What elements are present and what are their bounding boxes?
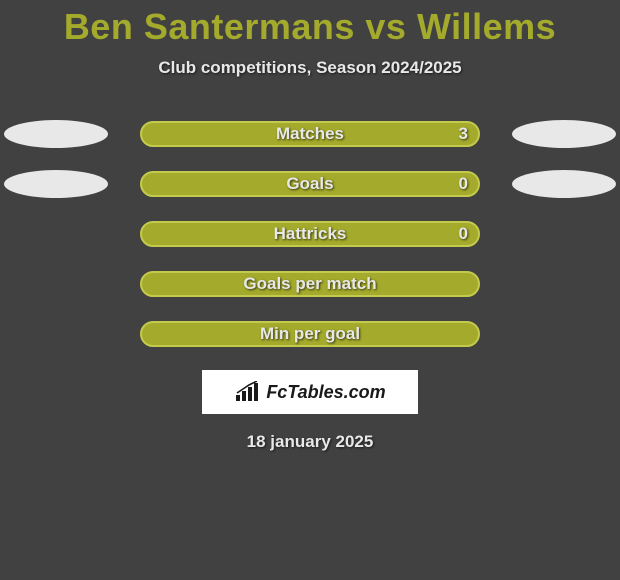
stat-row: Hattricks 0: [0, 220, 620, 248]
player-right-marker: [512, 170, 616, 198]
spacer: [4, 320, 108, 348]
stat-row: Goals per match: [0, 270, 620, 298]
player-left-marker: [4, 120, 108, 148]
player-right-marker: [512, 120, 616, 148]
stat-row: Min per goal: [0, 320, 620, 348]
spacer: [512, 270, 616, 298]
stats-container: Matches 3 Goals 0 Hattricks 0 Goals per …: [0, 120, 620, 348]
bars-icon: [234, 381, 262, 403]
spacer: [4, 220, 108, 248]
stat-label: Min per goal: [260, 324, 360, 344]
stat-row: Matches 3: [0, 120, 620, 148]
stat-value-right: 0: [459, 174, 468, 194]
spacer: [4, 270, 108, 298]
stat-bar-hattricks: Hattricks 0: [140, 221, 480, 247]
page-title: Ben Santermans vs Willems: [0, 0, 620, 48]
stat-value-right: 0: [459, 224, 468, 244]
stat-label: Matches: [276, 124, 344, 144]
spacer: [512, 320, 616, 348]
player-left-marker: [4, 170, 108, 198]
stat-value-right: 3: [459, 124, 468, 144]
stat-bar-goals-per-match: Goals per match: [140, 271, 480, 297]
stat-label: Goals: [286, 174, 333, 194]
stat-bar-goals: Goals 0: [140, 171, 480, 197]
date-label: 18 january 2025: [0, 432, 620, 452]
stat-bar-min-per-goal: Min per goal: [140, 321, 480, 347]
logo-text: FcTables.com: [266, 382, 385, 403]
stat-bar-matches: Matches 3: [140, 121, 480, 147]
stat-label: Hattricks: [274, 224, 347, 244]
stat-row: Goals 0: [0, 170, 620, 198]
spacer: [512, 220, 616, 248]
stat-label: Goals per match: [243, 274, 376, 294]
source-logo: FcTables.com: [202, 370, 418, 414]
subtitle: Club competitions, Season 2024/2025: [0, 58, 620, 78]
